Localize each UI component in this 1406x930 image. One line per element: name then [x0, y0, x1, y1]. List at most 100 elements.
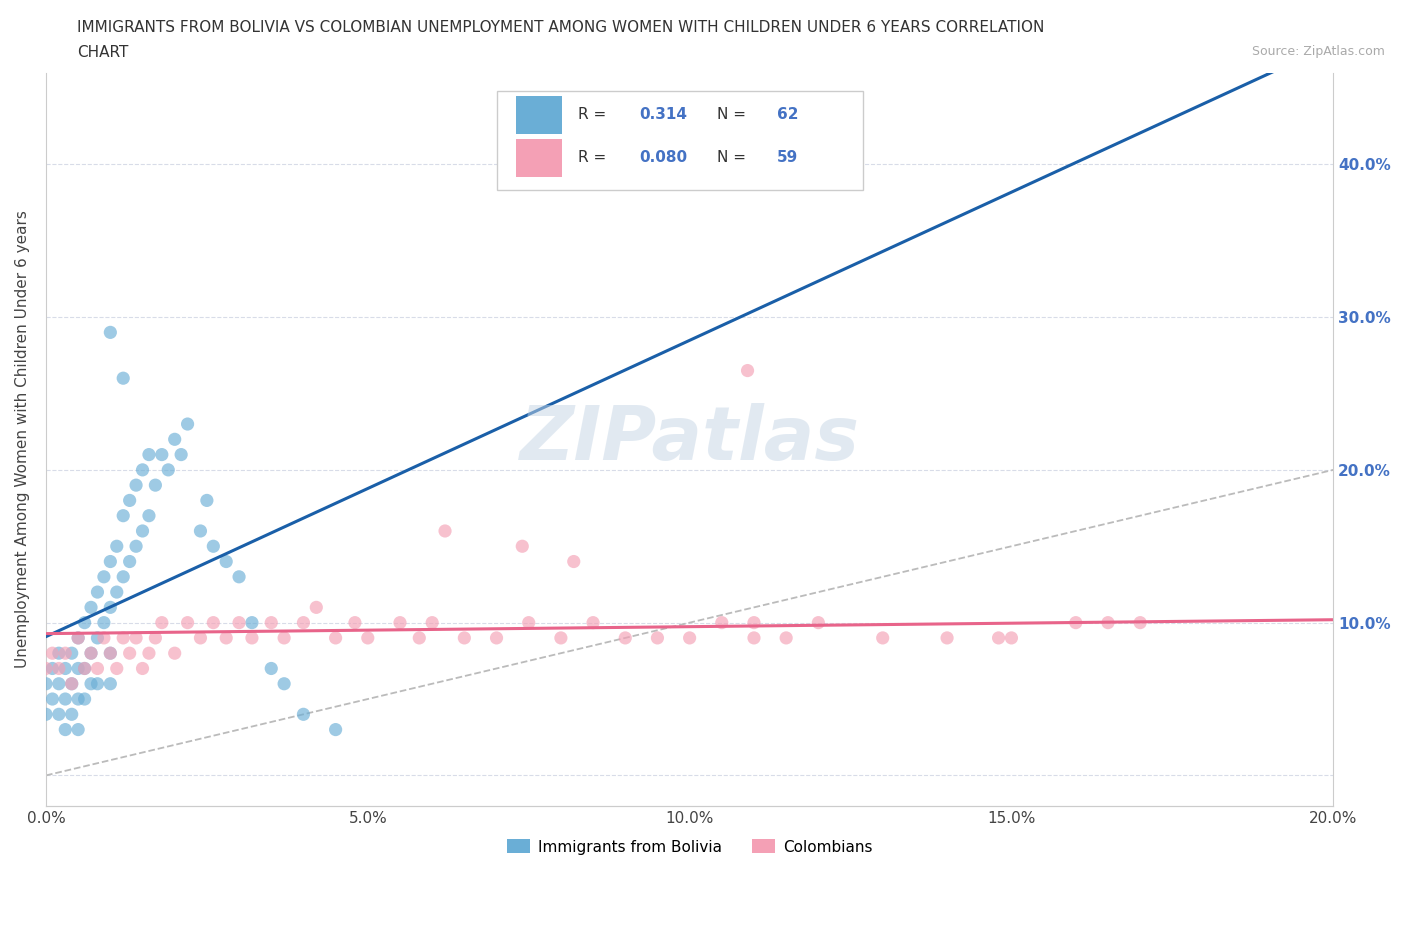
Point — [582, 616, 605, 631]
Point — [240, 631, 263, 645]
Point — [53, 661, 76, 676]
Point — [138, 645, 160, 660]
Point — [215, 631, 238, 645]
Point — [60, 676, 83, 691]
Point — [176, 616, 198, 631]
Point — [35, 707, 58, 722]
Point — [73, 661, 96, 676]
Point — [388, 616, 411, 631]
Point — [48, 661, 70, 676]
Point — [80, 645, 103, 660]
Point — [93, 569, 115, 584]
Point — [98, 600, 121, 615]
Point — [41, 661, 63, 676]
Point — [73, 661, 96, 676]
Point — [118, 645, 141, 660]
Point — [1097, 616, 1119, 631]
Legend: Immigrants from Bolivia, Colombians: Immigrants from Bolivia, Colombians — [501, 833, 879, 860]
Point — [80, 645, 103, 660]
Point — [562, 554, 585, 569]
Point — [125, 478, 148, 493]
Point — [292, 616, 315, 631]
Point — [112, 371, 135, 386]
Point — [190, 631, 212, 645]
FancyBboxPatch shape — [496, 91, 863, 190]
Point — [678, 631, 700, 645]
Point — [240, 616, 263, 631]
Point — [105, 661, 128, 676]
FancyBboxPatch shape — [516, 139, 562, 177]
Point — [872, 631, 894, 645]
Point — [93, 616, 115, 631]
Point — [67, 692, 90, 707]
Point — [325, 722, 347, 737]
Text: N =: N = — [717, 151, 751, 166]
Point — [936, 631, 959, 645]
Point — [510, 538, 533, 553]
Point — [517, 616, 540, 631]
Text: 0.080: 0.080 — [640, 151, 688, 166]
Text: N =: N = — [717, 107, 751, 122]
Point — [98, 325, 121, 339]
Point — [53, 692, 76, 707]
Point — [118, 493, 141, 508]
Point — [215, 554, 238, 569]
Point — [67, 631, 90, 645]
Point — [163, 432, 186, 446]
Point — [86, 585, 108, 600]
Point — [131, 462, 153, 477]
Point — [35, 676, 58, 691]
Point — [67, 661, 90, 676]
Point — [260, 616, 283, 631]
Text: 62: 62 — [778, 107, 799, 122]
Point — [73, 692, 96, 707]
Point — [150, 447, 173, 462]
Point — [73, 616, 96, 631]
Point — [98, 554, 121, 569]
Point — [41, 692, 63, 707]
Point — [273, 631, 295, 645]
Point — [202, 616, 225, 631]
Text: 59: 59 — [778, 151, 799, 166]
Point — [305, 600, 328, 615]
Point — [325, 631, 347, 645]
Point — [228, 569, 250, 584]
Point — [60, 707, 83, 722]
Point — [150, 616, 173, 631]
Text: IMMIGRANTS FROM BOLIVIA VS COLOMBIAN UNEMPLOYMENT AMONG WOMEN WITH CHILDREN UNDE: IMMIGRANTS FROM BOLIVIA VS COLOMBIAN UNE… — [77, 20, 1045, 35]
Point — [67, 631, 90, 645]
Point — [98, 676, 121, 691]
Point — [807, 616, 830, 631]
Point — [86, 631, 108, 645]
Point — [485, 631, 508, 645]
Point — [647, 631, 669, 645]
Point — [163, 645, 186, 660]
Point — [60, 676, 83, 691]
Text: Source: ZipAtlas.com: Source: ZipAtlas.com — [1251, 45, 1385, 58]
Point — [112, 631, 135, 645]
Point — [157, 462, 180, 477]
Point — [408, 631, 430, 645]
Point — [125, 631, 148, 645]
Point — [112, 509, 135, 524]
Point — [48, 707, 70, 722]
Point — [145, 478, 167, 493]
Point — [41, 645, 63, 660]
Point — [453, 631, 475, 645]
Point — [86, 661, 108, 676]
Point — [138, 509, 160, 524]
Point — [98, 645, 121, 660]
Point — [98, 645, 121, 660]
Point — [53, 645, 76, 660]
Point — [260, 661, 283, 676]
Point — [550, 631, 572, 645]
Point — [105, 585, 128, 600]
Text: R =: R = — [578, 151, 610, 166]
Point — [80, 676, 103, 691]
Point — [1000, 631, 1022, 645]
Text: ZIPatlas: ZIPatlas — [520, 403, 859, 476]
Point — [131, 524, 153, 538]
Point — [190, 524, 212, 538]
Point — [86, 676, 108, 691]
Text: R =: R = — [578, 107, 610, 122]
